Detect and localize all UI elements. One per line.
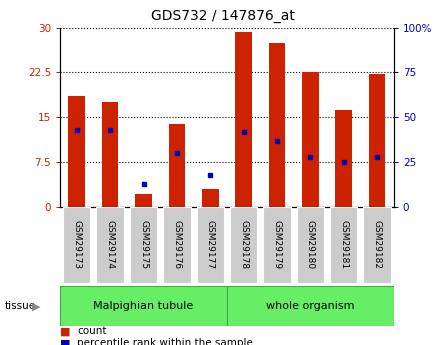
Text: GSM29177: GSM29177	[206, 220, 215, 269]
Text: count: count	[77, 326, 106, 336]
Text: ■: ■	[60, 338, 71, 345]
Text: GSM29175: GSM29175	[139, 220, 148, 269]
Text: GSM29179: GSM29179	[272, 220, 282, 269]
Bar	[102, 102, 118, 207]
Bar	[197, 207, 224, 283]
Text: percentile rank within the sample: percentile rank within the sample	[77, 338, 253, 345]
Bar	[302, 72, 319, 207]
Text: GSM29176: GSM29176	[172, 220, 182, 269]
Text: whole organism: whole organism	[266, 301, 355, 311]
Bar	[297, 207, 324, 283]
Bar	[230, 207, 257, 283]
Bar	[227, 286, 394, 326]
Bar	[369, 74, 385, 207]
Text: ■: ■	[60, 326, 71, 336]
Bar	[60, 286, 227, 326]
Bar	[364, 207, 391, 283]
Bar	[69, 96, 85, 207]
Text: ▶: ▶	[32, 301, 41, 311]
Bar	[336, 110, 352, 207]
Bar	[235, 32, 252, 207]
Bar	[130, 207, 157, 283]
Text: GSM29180: GSM29180	[306, 220, 315, 269]
Text: GSM29181: GSM29181	[339, 220, 348, 269]
Bar	[263, 207, 291, 283]
Text: tissue: tissue	[4, 301, 36, 311]
Text: GDS732 / 147876_at: GDS732 / 147876_at	[150, 9, 295, 23]
Text: GSM29182: GSM29182	[372, 220, 382, 269]
Bar	[163, 207, 190, 283]
Bar	[135, 194, 152, 207]
Bar	[330, 207, 357, 283]
Bar	[269, 42, 285, 207]
Bar	[63, 207, 90, 283]
Text: Malpighian tubule: Malpighian tubule	[93, 301, 194, 311]
Text: GSM29174: GSM29174	[105, 220, 115, 269]
Text: GSM29178: GSM29178	[239, 220, 248, 269]
Bar	[202, 189, 218, 207]
Bar	[97, 207, 124, 283]
Text: GSM29173: GSM29173	[72, 220, 81, 269]
Bar	[169, 125, 185, 207]
